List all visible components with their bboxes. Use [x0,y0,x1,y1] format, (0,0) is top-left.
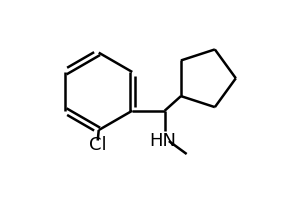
Text: Cl: Cl [89,136,106,154]
Text: HN: HN [149,132,176,150]
